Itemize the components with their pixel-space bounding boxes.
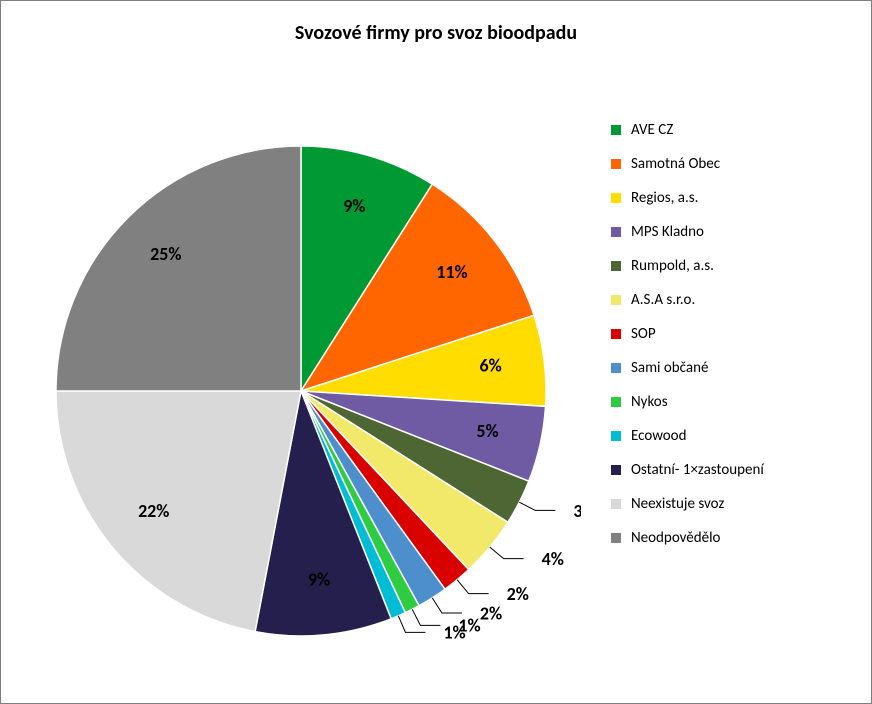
legend-label: Regios, a.s. — [631, 189, 698, 207]
legend-item: Ecowood — [611, 427, 841, 445]
legend: AVE CZ Samotná Obec Regios, a.s. MPS Kladno… — [611, 121, 841, 563]
legend-item: AVE CZ — [611, 121, 841, 139]
slice-percent-label: 2% — [507, 583, 529, 605]
leader-line — [490, 547, 524, 558]
slice-percent-label: 5% — [476, 420, 498, 442]
leader-line — [457, 580, 488, 594]
legend-item: Ostatní- 1×zastoupení — [611, 461, 841, 479]
legend-item: Neexistuje svoz — [611, 495, 841, 513]
slice-percent-label: 25% — [150, 243, 181, 265]
legend-swatch — [611, 125, 621, 135]
legend-item: Neodpovědělo — [611, 529, 841, 547]
legend-swatch — [611, 193, 621, 203]
slice-percent-label: 11% — [436, 261, 467, 283]
legend-label: Neexistuje svoz — [631, 495, 724, 513]
slice-percent-label: 22% — [138, 500, 169, 522]
legend-swatch — [611, 261, 621, 271]
legend-item: SOP — [611, 325, 841, 343]
legend-label: Nykos — [631, 393, 668, 411]
legend-swatch — [611, 431, 621, 441]
legend-item: A.S.A s.r.o. — [611, 291, 841, 309]
legend-label: Neodpovědělo — [631, 529, 720, 547]
slice-percent-label: 9% — [308, 569, 330, 591]
slice-percent-label: 6% — [479, 354, 501, 376]
slice-percent-label: 1% — [443, 622, 465, 641]
legend-label: SOP — [631, 325, 656, 343]
legend-swatch — [611, 465, 621, 475]
legend-item: Nykos — [611, 393, 841, 411]
leader-line — [432, 598, 462, 613]
legend-swatch — [611, 363, 621, 373]
legend-swatch — [611, 499, 621, 509]
legend-swatch — [611, 397, 621, 407]
legend-label: AVE CZ — [631, 121, 673, 139]
slice-percent-label: 9% — [343, 195, 365, 217]
legend-item: Regios, a.s. — [611, 189, 841, 207]
legend-label: Ecowood — [631, 427, 686, 445]
legend-label: Ostatní- 1×zastoupení — [631, 461, 764, 479]
slice-percent-label: 2% — [480, 602, 502, 624]
legend-swatch — [611, 295, 621, 305]
legend-item: Sami občané — [611, 359, 841, 377]
pie-slice — [56, 146, 301, 391]
leader-line — [412, 609, 440, 625]
legend-swatch — [611, 227, 621, 237]
legend-label: Samotná Obec — [631, 155, 720, 173]
leader-line — [519, 502, 555, 510]
pie-chart: 9%11%6%5%3%4%2%2%1%1%9%22%25% — [21, 81, 581, 641]
legend-label: Sami občané — [631, 359, 708, 377]
legend-item: Rumpold, a.s. — [611, 257, 841, 275]
legend-swatch — [611, 159, 621, 169]
legend-label: Rumpold, a.s. — [631, 257, 714, 275]
chart-frame: Svozové firmy pro svoz bioodpadu 9% 11% 6%… — [0, 0, 872, 704]
legend-label: MPS Kladno — [631, 223, 704, 241]
slice-percent-label: 4% — [542, 548, 564, 570]
legend-swatch — [611, 329, 621, 339]
leader-line — [398, 616, 425, 633]
chart-title: Svozové firmy pro svoz bioodpadu — [1, 21, 871, 45]
legend-label: A.S.A s.r.o. — [631, 291, 695, 309]
slice-percent-label: 3% — [573, 500, 581, 522]
legend-swatch — [611, 533, 621, 543]
legend-item: MPS Kladno — [611, 223, 841, 241]
legend-item: Samotná Obec — [611, 155, 841, 173]
